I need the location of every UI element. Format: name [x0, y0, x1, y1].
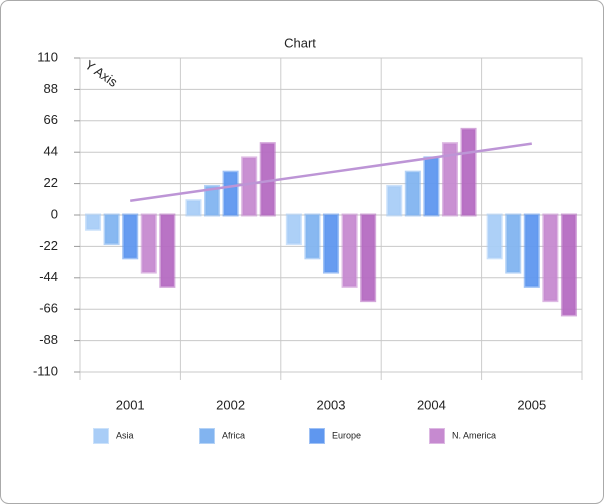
legend-swatch	[199, 428, 215, 444]
y-tick-label: -22	[39, 238, 58, 253]
x-tick-label: 2004	[417, 397, 446, 412]
bar	[386, 184, 403, 217]
bar	[103, 213, 120, 246]
y-tick-label: 66	[44, 112, 58, 127]
bar	[159, 213, 176, 288]
y-tick-label: -66	[39, 301, 58, 316]
bar	[204, 184, 221, 217]
bar	[404, 170, 421, 217]
bar	[523, 213, 540, 288]
bar	[341, 213, 358, 288]
y-tick-label: -88	[39, 332, 58, 347]
legend-swatch	[429, 428, 445, 444]
y-tick-label: 0	[51, 206, 58, 221]
legend-label: Asia	[116, 430, 134, 440]
bar	[304, 213, 321, 260]
trend-line	[130, 142, 532, 202]
x-tick-label: 2003	[317, 397, 346, 412]
x-tick-label: 2002	[216, 397, 245, 412]
legend-swatch	[93, 428, 109, 444]
bar	[423, 156, 440, 217]
legend-label: Africa	[222, 430, 245, 440]
legend-label: Europe	[332, 430, 361, 440]
bar	[140, 213, 157, 274]
legend-swatch	[309, 428, 325, 444]
chart-title: Chart	[284, 35, 316, 50]
bar	[85, 213, 102, 231]
y-tick-label: 44	[44, 144, 58, 159]
bar	[185, 199, 202, 217]
bar	[486, 213, 503, 260]
bar	[360, 213, 377, 303]
bar	[441, 142, 458, 217]
bar	[122, 213, 139, 260]
y-tick-label: 22	[44, 175, 58, 190]
bar	[322, 213, 340, 274]
y-tick-label: 110	[37, 49, 58, 64]
y-tick-label: 88	[44, 81, 58, 96]
bar	[460, 127, 477, 217]
bar	[285, 213, 302, 246]
x-tick-label: 2005	[517, 397, 546, 412]
y-tick-label: -44	[39, 269, 58, 284]
bar	[241, 156, 258, 217]
y-tick-label: -110	[33, 363, 58, 378]
bar	[222, 170, 239, 217]
bar	[505, 213, 522, 274]
legend-label: N. America	[452, 430, 496, 440]
x-tick-label: 2001	[116, 397, 145, 412]
bar	[542, 213, 559, 303]
bar	[560, 213, 577, 317]
